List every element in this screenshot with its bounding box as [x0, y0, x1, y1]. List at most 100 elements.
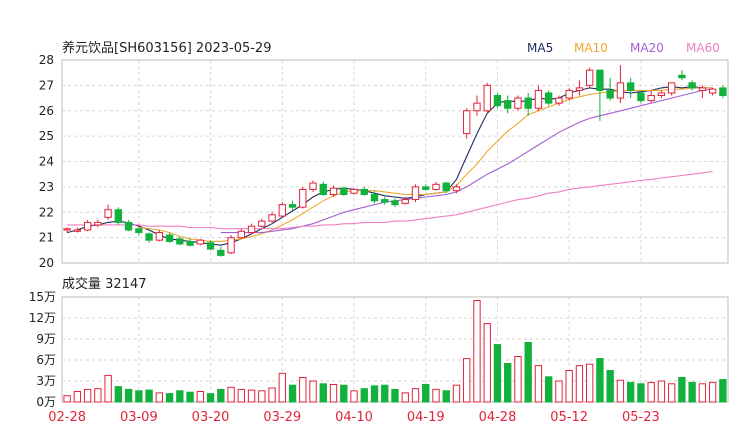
volume-bar: [555, 380, 563, 403]
volume-bar: [678, 377, 686, 403]
candle-body: [268, 214, 276, 222]
candle: [145, 232, 153, 243]
volume-bar: [483, 323, 491, 403]
candle: [524, 92, 532, 116]
candle: [165, 232, 174, 243]
volume-axis: 0万 3万 6万 9万 12万 15万: [29, 290, 56, 409]
candle-body: [708, 88, 717, 94]
candle-body: [196, 239, 204, 245]
candle-body: [381, 199, 389, 203]
candle-body: [657, 92, 666, 97]
candle: [545, 90, 553, 106]
candle: [667, 82, 676, 96]
volume-tick-label: 15万: [29, 290, 56, 304]
volume-bar: [124, 388, 133, 403]
candle: [688, 80, 696, 91]
volume-bar: [247, 389, 256, 403]
volume-bar: [586, 363, 594, 403]
candle: [483, 82, 491, 113]
candle: [186, 238, 194, 247]
candle: [155, 230, 164, 242]
volume-bar: [165, 393, 174, 403]
volume-bar: [227, 386, 235, 403]
volume-bar: [422, 384, 430, 403]
candle: [83, 219, 92, 232]
candle-body: [350, 188, 358, 194]
volume-bar: [145, 389, 153, 403]
candle: [698, 85, 707, 99]
volume-bar: [329, 384, 338, 403]
price-tick-label: 22: [39, 205, 54, 219]
date-tick-label: 04-10: [335, 410, 373, 425]
volume-bar: [698, 383, 707, 403]
volume-bar: [83, 388, 92, 403]
volume-bar: [565, 370, 573, 403]
candle: [176, 236, 184, 246]
volume-tick-label: 9万: [36, 332, 56, 346]
volume-bars: [63, 300, 727, 403]
candle-body: [247, 225, 256, 234]
price-tick-label: 27: [39, 78, 54, 92]
date-tick-label: 04-28: [479, 410, 517, 425]
candle: [278, 202, 286, 218]
volume-tick-label: 6万: [36, 353, 56, 367]
volume-bar: [391, 388, 399, 403]
candle-body: [524, 97, 532, 109]
candle: [719, 85, 727, 99]
candle-body: [555, 97, 563, 104]
volume-bar: [217, 388, 225, 403]
candle: [288, 200, 297, 210]
candle-body: [124, 221, 133, 231]
volume-bar: [514, 356, 522, 403]
candle: [217, 246, 225, 257]
candle: [463, 108, 471, 139]
candle-body: [514, 97, 522, 109]
volume-bar: [73, 391, 82, 403]
price-tick-label: 25: [39, 129, 54, 143]
candle: [227, 235, 235, 255]
candle-body: [688, 82, 696, 89]
candle: [237, 228, 245, 239]
candle: [452, 184, 461, 194]
candle-body: [217, 249, 225, 256]
candle-body: [463, 110, 471, 135]
candle-body: [104, 209, 112, 218]
candle-body: [586, 69, 594, 86]
candle: [493, 92, 502, 109]
candle-body: [596, 69, 604, 91]
date-tick-label: 04-19: [407, 410, 445, 425]
candle-body: [319, 183, 327, 195]
candle: [391, 198, 399, 208]
candle-body: [165, 234, 174, 242]
price-tick-label: 21: [39, 231, 54, 245]
candle-body: [309, 182, 317, 190]
volume-bar: [473, 300, 481, 403]
date-tick-label: 03-20: [192, 410, 230, 425]
candle-body: [493, 95, 502, 107]
price-tick-label: 28: [39, 53, 54, 67]
candle-body: [94, 221, 102, 226]
volume-bar: [135, 390, 143, 403]
candle: [596, 69, 604, 121]
volume-bar: [657, 380, 666, 403]
candle-body: [606, 89, 614, 99]
candle: [473, 95, 481, 116]
candle-body: [114, 209, 123, 223]
candle: [206, 240, 215, 251]
candle: [370, 190, 379, 204]
volume-bar: [63, 395, 71, 403]
volume-bar: [442, 390, 450, 403]
candle: [504, 95, 512, 114]
candle-body: [63, 228, 71, 231]
volume-tick-label: 3万: [36, 374, 56, 388]
candle: [565, 87, 573, 101]
volume-tick-label: 12万: [29, 311, 56, 325]
date-tick-label: 05-12: [550, 410, 588, 425]
volume-bar: [545, 376, 553, 403]
candle-body: [391, 200, 399, 206]
candle-body: [432, 183, 440, 190]
candle-body: [565, 89, 573, 99]
volume-bar: [524, 342, 532, 403]
legend-ma5: MA5: [527, 41, 553, 55]
